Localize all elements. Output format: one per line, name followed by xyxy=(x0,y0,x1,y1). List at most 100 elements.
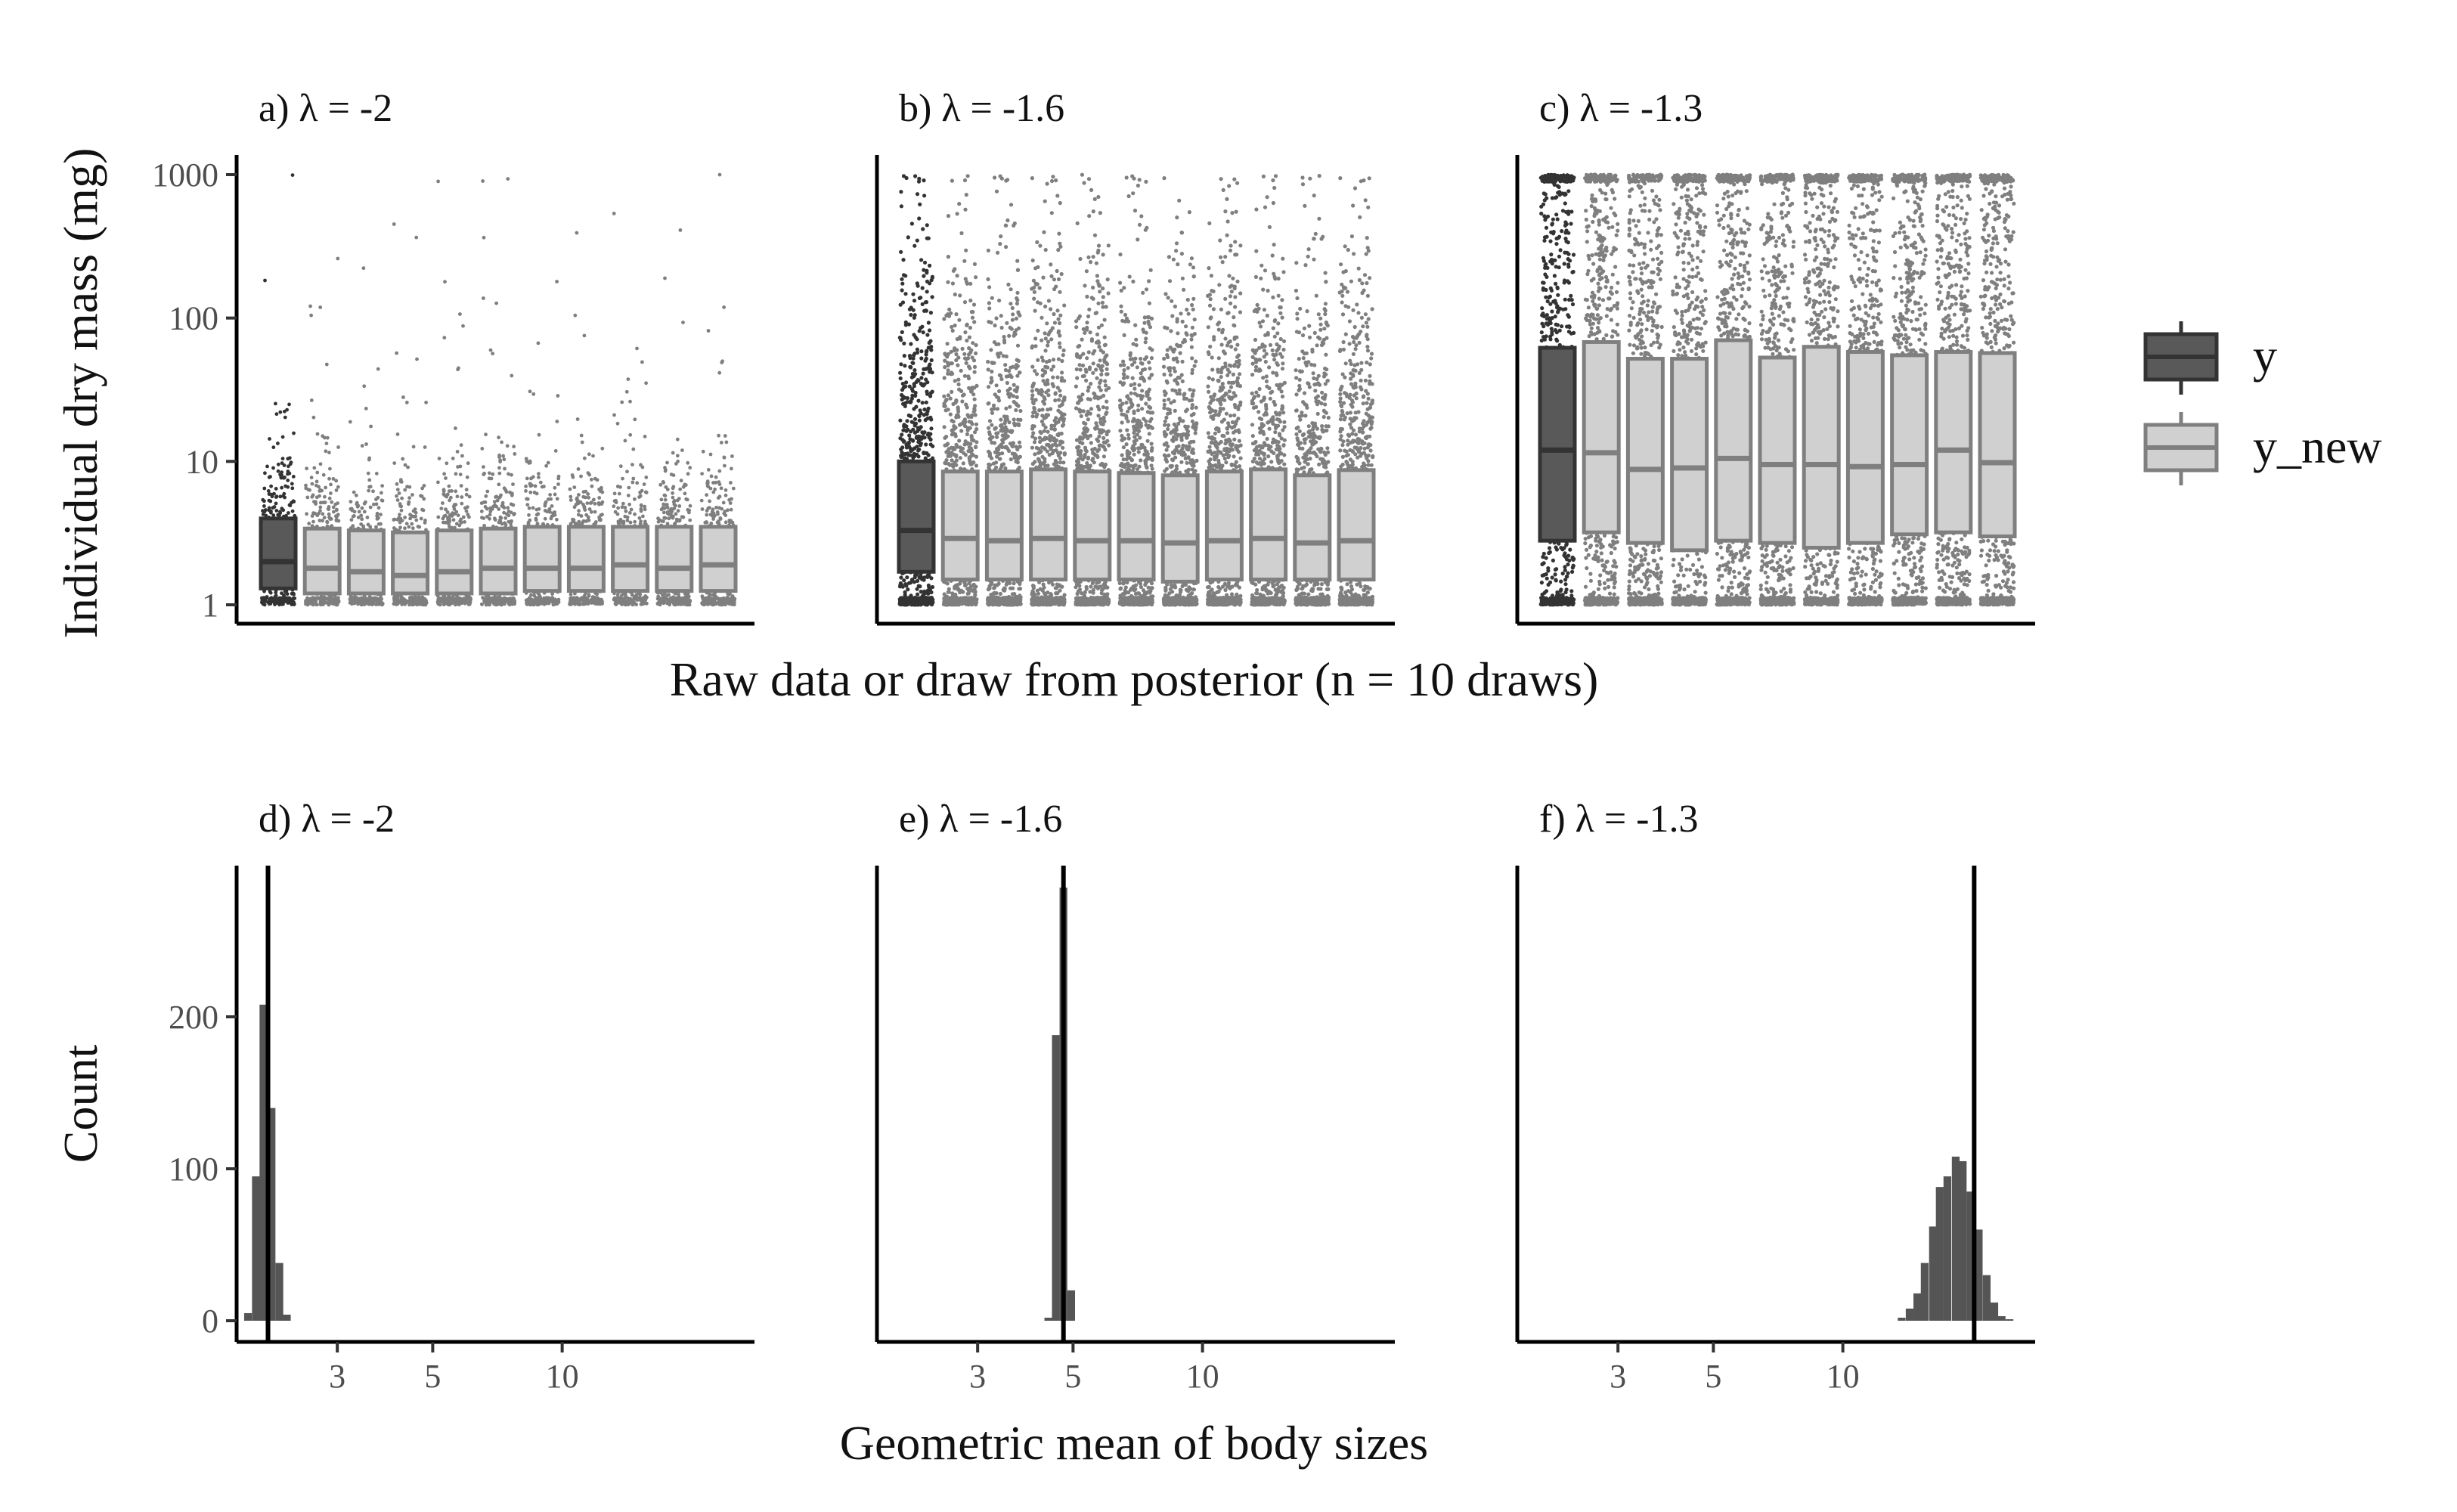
raw-point xyxy=(615,485,620,488)
raw-point xyxy=(354,598,358,603)
raw-point xyxy=(684,497,689,501)
raw-point xyxy=(658,598,662,602)
raw-point xyxy=(626,494,631,497)
raw-point xyxy=(531,392,536,396)
raw-point xyxy=(538,596,541,600)
raw-point xyxy=(899,249,903,254)
raw-point xyxy=(677,504,682,508)
raw-point xyxy=(906,235,910,240)
raw-point xyxy=(283,415,287,420)
raw-point xyxy=(668,508,672,513)
raw-point xyxy=(330,596,333,600)
raw-point xyxy=(528,482,532,486)
raw-point xyxy=(501,454,505,458)
raw-point xyxy=(537,472,541,476)
raw-point xyxy=(613,510,618,514)
raw-point xyxy=(919,349,924,354)
raw-point xyxy=(334,488,339,492)
raw-point xyxy=(406,600,410,603)
raw-point xyxy=(723,513,728,517)
raw-point xyxy=(287,464,290,469)
raw-point xyxy=(331,477,336,481)
raw-point xyxy=(629,507,634,512)
raw-point xyxy=(633,497,637,501)
raw-point xyxy=(575,417,580,421)
raw-point xyxy=(572,485,577,489)
raw-point xyxy=(414,235,419,240)
raw-point xyxy=(394,603,398,606)
raw-point xyxy=(717,469,722,473)
raw-point xyxy=(419,516,423,521)
raw-point xyxy=(538,480,543,485)
raw-point xyxy=(323,494,327,499)
raw-point xyxy=(423,519,427,522)
raw-point xyxy=(924,400,928,404)
raw-point xyxy=(680,448,684,452)
raw-point xyxy=(491,472,495,476)
raw-point xyxy=(922,260,928,265)
raw-point xyxy=(705,513,709,517)
raw-point xyxy=(287,402,291,407)
raw-point xyxy=(593,510,597,514)
raw-point xyxy=(678,487,683,491)
raw-point xyxy=(600,490,605,494)
raw-point xyxy=(460,501,464,506)
raw-point xyxy=(900,288,904,293)
raw-point xyxy=(511,482,515,486)
raw-point xyxy=(909,222,914,226)
raw-point xyxy=(422,497,426,501)
raw-point xyxy=(291,475,296,479)
raw-point xyxy=(416,525,420,528)
raw-point xyxy=(687,510,691,515)
raw-point xyxy=(392,526,396,530)
raw-point xyxy=(683,601,687,606)
raw-point xyxy=(556,482,560,486)
raw-point xyxy=(464,488,469,492)
raw-point xyxy=(568,600,572,605)
raw-point xyxy=(621,501,625,506)
raw-point xyxy=(624,389,629,394)
raw-point xyxy=(497,482,501,487)
raw-point xyxy=(582,333,587,338)
raw-point xyxy=(328,517,333,521)
raw-point xyxy=(261,497,265,502)
raw-point xyxy=(375,514,380,518)
raw-point xyxy=(482,235,486,240)
raw-point xyxy=(512,596,516,601)
raw-point xyxy=(615,421,620,426)
raw-point xyxy=(729,596,733,601)
raw-point xyxy=(548,599,553,603)
raw-point xyxy=(701,596,705,600)
raw-point xyxy=(640,488,644,493)
raw-point xyxy=(445,461,449,466)
raw-point xyxy=(485,489,490,494)
raw-point xyxy=(459,484,463,488)
raw-point xyxy=(292,592,296,596)
raw-point xyxy=(322,600,327,603)
raw-point xyxy=(513,452,517,456)
raw-point xyxy=(318,494,321,498)
raw-point xyxy=(308,304,312,308)
raw-point xyxy=(525,503,530,507)
raw-point xyxy=(321,500,326,505)
raw-point xyxy=(308,600,311,605)
raw-point xyxy=(359,513,364,518)
raw-point xyxy=(274,590,278,595)
raw-point xyxy=(461,599,466,603)
raw-point xyxy=(315,513,320,518)
raw-point xyxy=(467,494,472,499)
raw-point xyxy=(292,431,296,435)
raw-point xyxy=(485,595,488,600)
raw-point xyxy=(723,488,728,492)
raw-point xyxy=(686,596,690,601)
raw-point xyxy=(282,491,287,496)
raw-point xyxy=(658,603,662,607)
raw-point xyxy=(708,452,713,457)
raw-point xyxy=(392,461,397,465)
raw-point xyxy=(537,432,541,437)
raw-point xyxy=(637,516,642,520)
raw-point xyxy=(718,516,723,520)
raw-point xyxy=(374,502,379,507)
raw-point xyxy=(575,497,579,501)
raw-point xyxy=(466,461,470,466)
